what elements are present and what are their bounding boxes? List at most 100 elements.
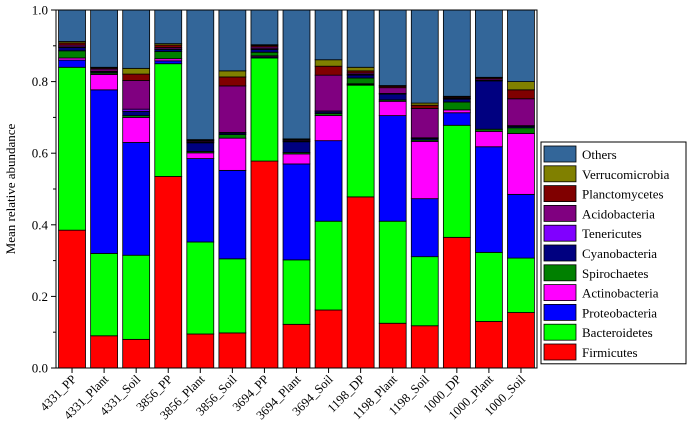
legend-item-cyanobacteria: Cyanobacteria [544, 245, 657, 261]
bar-segment-others [315, 10, 342, 60]
bar-stack-3694_Soil [315, 10, 342, 368]
bar-segment-firmicutes [123, 339, 150, 368]
bar-segment-others [379, 10, 406, 86]
bar-segment-acidobacteria [315, 75, 342, 111]
bar-segment-firmicutes [251, 161, 278, 368]
bar-segment-bacteroidetes [347, 85, 374, 197]
bar-segment-firmicutes [379, 323, 406, 368]
bar-segment-actinobacteria [187, 153, 214, 159]
legend-swatch [544, 245, 576, 261]
bar-segment-verrucomicrobia [123, 68, 150, 74]
bar-stack-3856_Plant [187, 10, 214, 368]
legend-label: Planctomycetes [582, 187, 664, 202]
bar-segment-firmicutes [411, 326, 438, 368]
bar-segment-actinobacteria [508, 134, 535, 195]
bar-segment-spirochaetes [219, 135, 246, 139]
bar-segment-firmicutes [315, 310, 342, 368]
bar-segment-proteobacteria [411, 199, 438, 257]
bar-stack-3856_Soil [219, 10, 246, 368]
bar-segment-others [123, 10, 150, 68]
legend-item-spirochaetes: Spirochaetes [544, 265, 648, 281]
bar-segment-others [155, 10, 182, 44]
bar-stack-1198_Soil [411, 10, 438, 368]
bar-stack-3856_PP [155, 10, 182, 368]
legend-swatch [544, 304, 576, 320]
bar-stack-1198_Plant [379, 10, 406, 368]
bar-segment-bacteroidetes [219, 259, 246, 333]
y-tick-label: 0.0 [32, 361, 48, 376]
bar-segment-actinobacteria [379, 101, 406, 115]
bar-segment-others [411, 10, 438, 103]
bar-stack-3694_Plant [283, 10, 310, 368]
legend-label: Actinobacteria [582, 286, 659, 301]
legend-swatch [544, 166, 576, 182]
bar-segment-others [283, 10, 310, 139]
bar-segment-proteobacteria [155, 61, 182, 64]
bar-segment-proteobacteria [508, 194, 535, 258]
bar-segment-bacteroidetes [251, 58, 278, 161]
bar-segment-spirochaetes [251, 52, 278, 56]
bar-segment-planctomycetes [508, 90, 535, 99]
bar-segment-verrucomicrobia [508, 82, 535, 90]
legend-item-bacteroidetes: Bacteroidetes [544, 324, 653, 340]
bar-segment-planctomycetes [123, 74, 150, 80]
bar-segment-bacteroidetes [155, 64, 182, 177]
bar-segment-firmicutes [219, 333, 246, 368]
legend-label: Others [582, 147, 617, 162]
y-tick-label: 1.0 [32, 3, 48, 18]
bar-segment-spirochaetes [155, 52, 182, 59]
legend-swatch [544, 186, 576, 202]
bar-stack-1000_DP [443, 10, 470, 368]
bar-segment-others [91, 10, 118, 67]
bar-segment-proteobacteria [443, 113, 470, 126]
bar-segment-actinobacteria [283, 154, 310, 164]
bar-stack-3694_PP [251, 10, 278, 368]
bar-segment-bacteroidetes [187, 242, 214, 334]
legend-label: Acidobacteria [582, 206, 655, 221]
bar-segment-cyanobacteria [283, 142, 310, 153]
bar-segment-acidobacteria [379, 88, 406, 94]
y-axis-label: Mean relative abundance [3, 123, 18, 254]
bar-segment-verrucomicrobia [347, 67, 374, 71]
bar-segment-actinobacteria [411, 141, 438, 198]
legend-label: Firmicutes [582, 345, 638, 360]
bar-segment-proteobacteria [187, 159, 214, 242]
bar-segment-planctomycetes [219, 77, 246, 86]
legend-swatch [544, 344, 576, 360]
bar-segment-spirochaetes [508, 128, 535, 134]
bar-segment-cyanobacteria [187, 143, 214, 152]
bar-segment-spirochaetes [59, 51, 86, 58]
bar-segment-bacteroidetes [379, 221, 406, 323]
bar-segment-firmicutes [508, 313, 535, 368]
bar-segment-actinobacteria [123, 117, 150, 142]
bar-segment-firmicutes [475, 321, 502, 368]
bar-segment-proteobacteria [59, 60, 86, 67]
bar-segment-bacteroidetes [123, 255, 150, 339]
bar-stack-1000_Plant [475, 10, 502, 368]
bar-segment-firmicutes [283, 324, 310, 368]
bar-segment-bacteroidetes [315, 221, 342, 310]
legend-swatch [544, 205, 576, 221]
bar-segment-verrucomicrobia [315, 60, 342, 66]
legend-label: Verrucomicrobia [582, 167, 670, 182]
bar-segment-actinobacteria [443, 110, 470, 113]
legend-swatch [544, 225, 576, 241]
bar-segment-others [59, 10, 86, 42]
bar-segment-actinobacteria [315, 116, 342, 141]
bar-segment-proteobacteria [475, 147, 502, 253]
bar-segment-acidobacteria [123, 81, 150, 110]
legend-swatch [544, 324, 576, 340]
bar-segment-proteobacteria [315, 141, 342, 222]
bar-segment-others [508, 10, 535, 82]
bar-stack-4331_Soil [123, 10, 150, 368]
y-tick-label: 0.4 [32, 217, 49, 232]
bar-segment-acidobacteria [219, 86, 246, 133]
legend-item-verrucomicrobia: Verrucomicrobia [544, 166, 670, 182]
legend-item-actinobacteria: Actinobacteria [544, 285, 659, 301]
bar-segment-firmicutes [443, 237, 470, 368]
bar-segment-cyanobacteria [379, 94, 406, 100]
bar-segment-firmicutes [347, 197, 374, 368]
bar-segment-firmicutes [59, 230, 86, 368]
bar-segment-cyanobacteria [123, 111, 150, 115]
